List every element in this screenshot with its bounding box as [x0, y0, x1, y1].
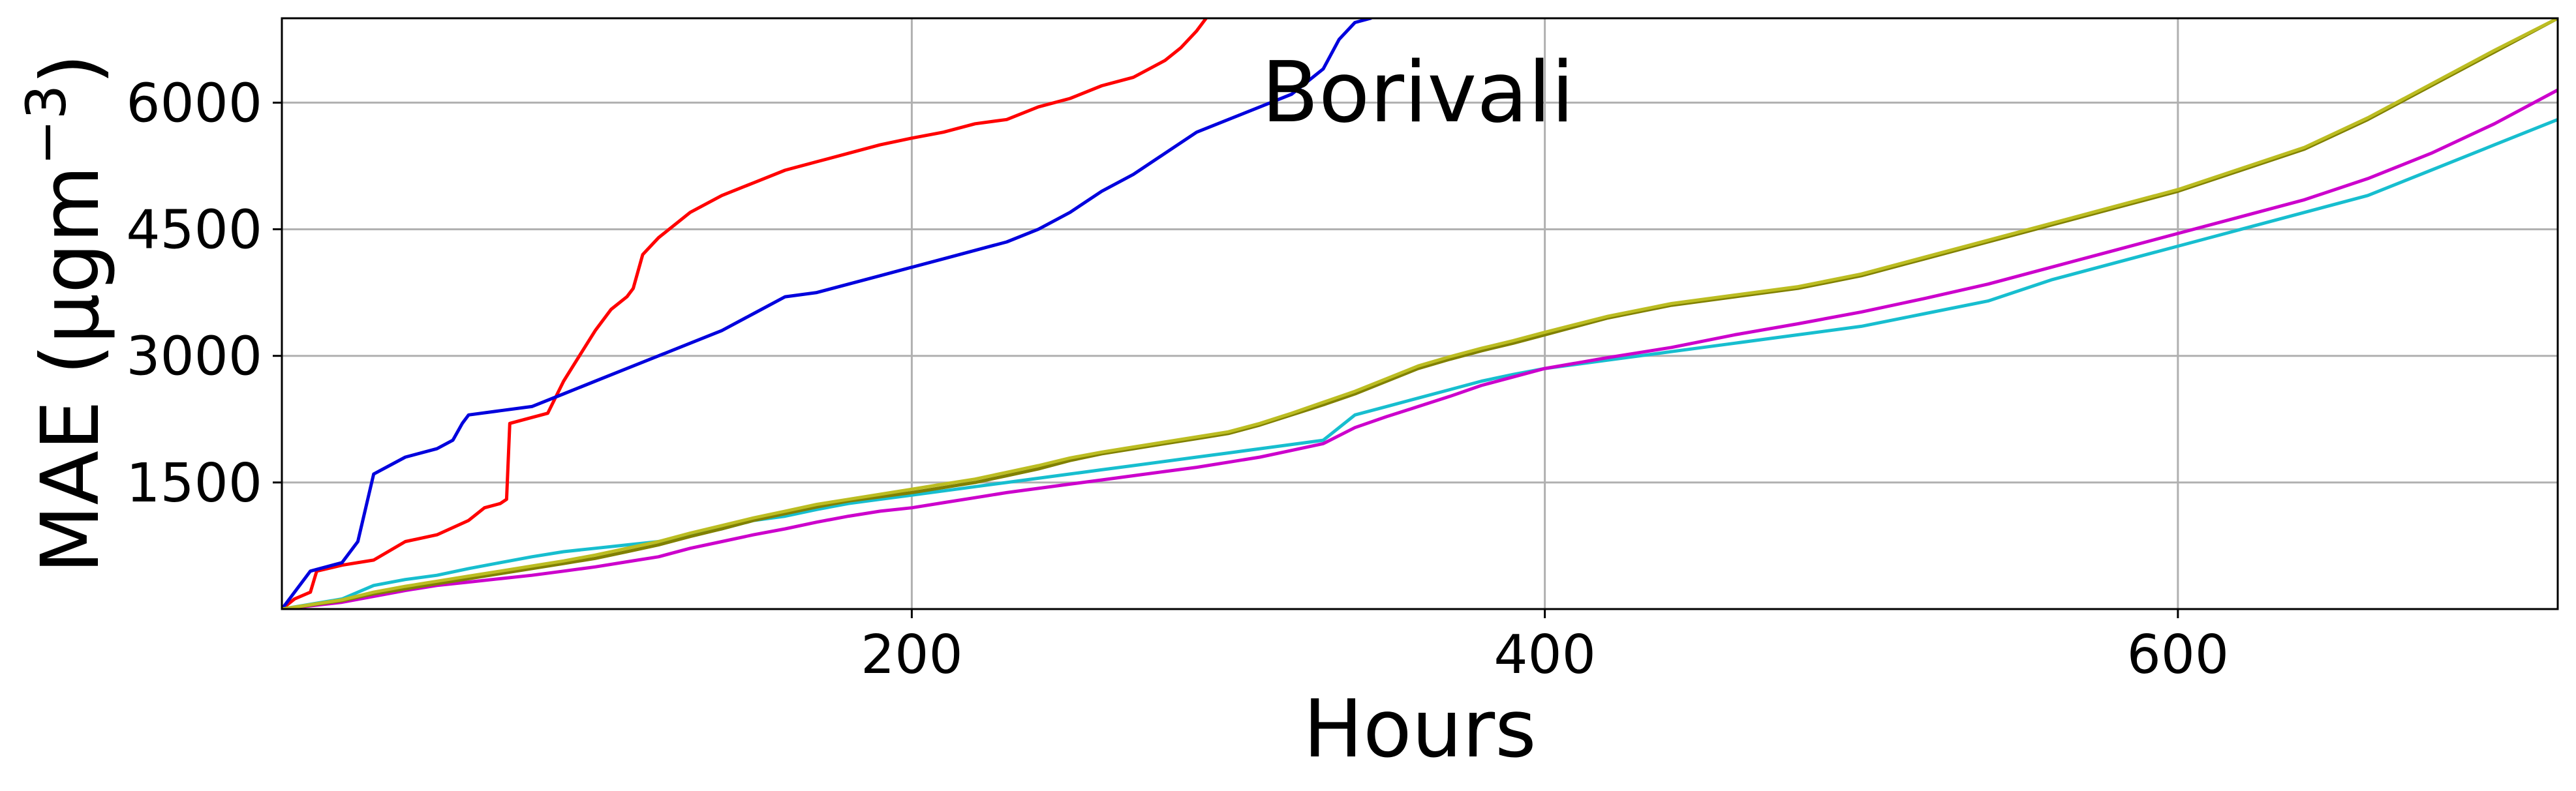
y-tick-label: 1500 [126, 453, 262, 515]
y-tick-label: 6000 [126, 72, 262, 134]
x-axis-title: Hours [1303, 683, 1536, 775]
x-tick-label: 600 [2127, 624, 2230, 686]
x-axis-ticks: 200 400 600 [861, 609, 2229, 686]
y-axis-title-main: MAE (μgm [24, 166, 117, 574]
plot-frame [281, 17, 2559, 610]
x-tick-label: 200 [861, 624, 963, 686]
y-axis-ticks: 1500 3000 4500 6000 [126, 72, 282, 515]
y-axis-title-close: ) [24, 53, 117, 85]
series-line-1 [282, 18, 1208, 609]
y-axis-title-superscript: −3 [14, 85, 78, 166]
x-tick-label: 400 [1494, 624, 1596, 686]
series-line-4 [282, 88, 2558, 609]
series-line-6 [282, 18, 2558, 609]
y-tick-label: 3000 [126, 326, 262, 388]
series-line-5 [282, 18, 2558, 609]
chart-title: Borivali [1261, 44, 1574, 142]
y-tick-label: 4500 [126, 200, 262, 261]
series-line-2 [282, 18, 1373, 609]
series-line-3 [282, 117, 2558, 609]
series-lines [282, 18, 2558, 609]
y-axis-title: MAE (μgm−3) [14, 53, 117, 574]
